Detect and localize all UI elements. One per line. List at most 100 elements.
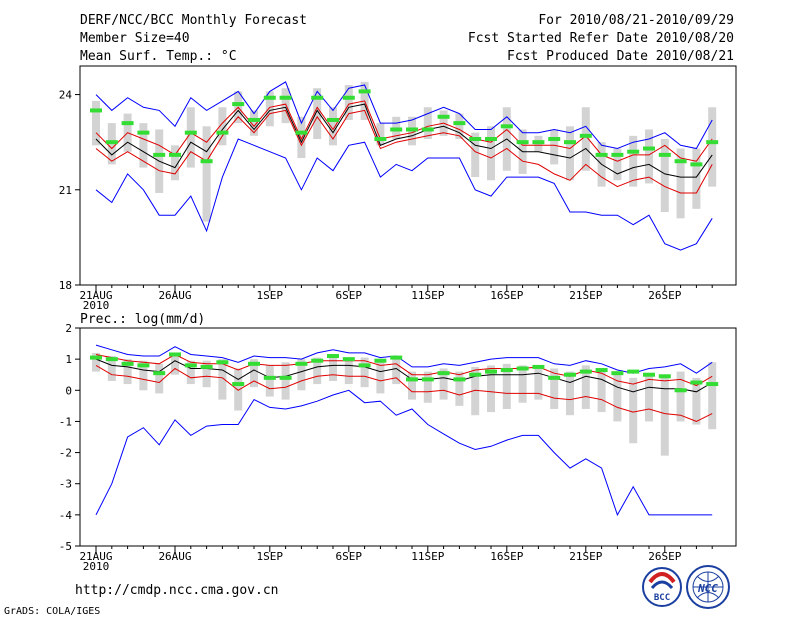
spread-bar	[376, 123, 385, 146]
observation-mark	[595, 368, 608, 373]
forecast-produced: Fcst Produced Date 2010/08/21	[507, 49, 734, 64]
observation-mark	[169, 352, 181, 357]
x-tick-label: 6SEP	[336, 289, 363, 302]
x-tick-label: 11SEP	[411, 289, 444, 302]
series-line-mean-sd	[95, 109, 713, 194]
spread-bar	[439, 368, 448, 400]
x-tick-label: 21SEP	[569, 550, 602, 563]
observation-mark	[295, 130, 308, 135]
spread-bar	[613, 374, 622, 422]
observation-mark	[311, 358, 324, 363]
series-line-ensemble-mean	[95, 358, 713, 393]
observation-mark	[658, 152, 671, 157]
observation-mark	[485, 137, 497, 141]
observation-mark	[358, 363, 371, 368]
y-tick-label: -1	[59, 415, 72, 428]
observation-mark	[137, 363, 150, 368]
spread-bar	[692, 377, 701, 425]
observation-mark	[184, 130, 197, 135]
spread-bar	[344, 357, 353, 385]
observation-mark	[342, 357, 355, 362]
spread-bar	[566, 126, 574, 181]
observation-mark	[105, 357, 118, 362]
spread-bar	[613, 148, 622, 181]
spread-bar	[566, 371, 574, 416]
observation-mark	[532, 364, 545, 369]
observation-mark	[453, 377, 466, 382]
observation-mark	[706, 382, 719, 387]
spread-bar	[297, 116, 306, 159]
observation-mark	[248, 361, 260, 366]
spread-bar	[139, 123, 148, 168]
observation-mark	[390, 127, 403, 132]
x-tick-label: 16SEP	[490, 289, 523, 302]
spread-bar	[660, 374, 669, 456]
observation-mark	[184, 363, 197, 368]
y-tick-label: -3	[59, 478, 72, 491]
spread-bar	[281, 362, 290, 400]
y-tick-label: 1	[65, 353, 72, 366]
observation-mark	[263, 95, 276, 100]
y-tick-label: 21	[59, 184, 72, 197]
observation-mark	[611, 152, 624, 157]
grads-credit: GrADS: COLA/IGES	[4, 606, 100, 617]
observation-mark	[548, 375, 561, 380]
series-line-mean-sd	[95, 353, 713, 387]
x-tick-label: 26SEP	[648, 289, 681, 302]
spread-bar	[708, 362, 717, 430]
observation-mark	[453, 121, 466, 126]
observation-mark	[500, 368, 513, 373]
observation-mark	[690, 380, 703, 385]
x-tick-label: 26SEP	[648, 550, 681, 563]
spread-bar	[107, 356, 116, 381]
observation-mark	[421, 127, 434, 132]
precipitation-panel: -5 -4 -3 -2 -1 0 1 2 21AUG 26AUG 1SEP 6SEP 11SEP 16SE…	[59, 322, 737, 573]
spread-bar	[250, 110, 258, 136]
spread-bar	[550, 368, 559, 409]
observation-mark	[90, 108, 102, 113]
spread-bar	[550, 129, 559, 165]
observation-mark	[406, 377, 418, 382]
spread-bar	[171, 145, 179, 181]
series-line-ensemble-max	[95, 344, 713, 374]
spread-bar	[329, 107, 337, 146]
observation-mark	[674, 388, 687, 393]
member-size: Member Size=40	[80, 31, 190, 46]
x-tick-label: 1SEP	[257, 289, 284, 302]
y-tick-label: 2	[65, 322, 72, 335]
source-url: http://cmdp.ncc.cma.gov.cn	[75, 583, 279, 598]
observation-mark	[121, 361, 134, 366]
observation-mark	[627, 369, 640, 374]
spread-bar	[408, 371, 416, 400]
observation-mark	[643, 372, 655, 377]
spread-bar	[202, 126, 211, 222]
spread-bar	[92, 352, 100, 372]
ncc-logo-text: NCC	[697, 582, 718, 595]
spread-bar	[597, 370, 606, 413]
observation-mark	[216, 130, 229, 135]
y-tick-label: 18	[59, 279, 72, 292]
spread-bar	[265, 91, 274, 127]
spread-bar	[660, 139, 669, 212]
observation-mark	[200, 364, 213, 369]
spread-bar	[487, 126, 495, 181]
x-tick-label: 16SEP	[490, 550, 523, 563]
series-line-ensemble-min	[95, 389, 713, 517]
observation-mark	[421, 377, 434, 382]
spread-bar	[581, 107, 590, 171]
spread-bar	[155, 363, 164, 394]
x-tick-year: 2010	[83, 299, 110, 312]
observation-mark	[469, 137, 482, 141]
forecast-started: Fcst Started Refer Date 2010/08/20	[468, 31, 734, 46]
observation-mark	[469, 372, 482, 377]
spread-bar	[423, 371, 432, 403]
spread-bar	[139, 360, 148, 391]
spread-bar	[645, 129, 653, 184]
plot-frame	[79, 327, 737, 547]
observation-mark	[516, 366, 529, 371]
observation-mark	[595, 152, 608, 157]
y-tick-label: -2	[59, 447, 72, 460]
observation-mark	[90, 355, 102, 360]
observation-mark	[500, 124, 513, 129]
